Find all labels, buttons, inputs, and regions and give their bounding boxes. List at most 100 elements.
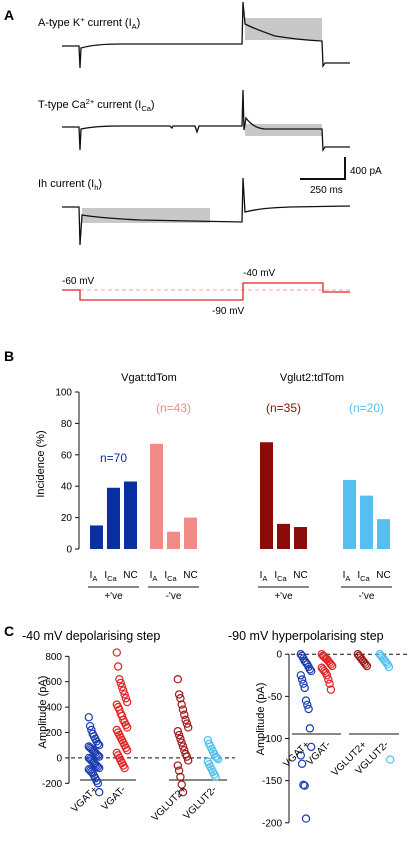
bar-1-1-1: [360, 495, 373, 549]
scatter-point: [174, 730, 184, 740]
scatter-point: [305, 665, 315, 674]
scatter-point: [183, 723, 193, 732]
scatter-point: [178, 787, 188, 797]
scatter-point: [326, 685, 336, 694]
protocol-depol-label: -40 mV: [243, 268, 276, 279]
scatter-point: [173, 675, 182, 684]
scatter-point: [121, 694, 131, 703]
depolarising-scatter-plot: -200 0 200 400 600 800 VGAT+ VGAT- VGLUT2+VGLUT2…: [42, 648, 235, 824]
panel-c-letter: C: [4, 623, 14, 639]
scatter-point: [94, 752, 104, 761]
scatter-point: [122, 697, 132, 707]
scatter-y-tick-label: 0: [276, 650, 282, 661]
protocol-hold-label: -60 mV: [62, 276, 95, 287]
scatter-point: [320, 666, 329, 676]
scatter-group-label: VGLUT2+: [150, 784, 190, 824]
scatter-point: [296, 751, 305, 760]
ia-analysis-window: [245, 18, 322, 40]
scatter-point: [307, 666, 316, 676]
scatter-point: [93, 762, 103, 772]
scatter-point: [173, 727, 182, 736]
scatter-point: [116, 678, 125, 688]
bar-category-label: IA: [90, 570, 98, 583]
bar-category-label: NC: [123, 570, 137, 581]
ih-analysis-window: [82, 208, 210, 223]
bar-category-label: IA: [260, 570, 268, 583]
scatter-point: [212, 753, 222, 763]
bar-1-1-2: [377, 519, 390, 549]
bar-category-label: ICa: [104, 570, 117, 583]
bar-0-1-1: [167, 531, 180, 549]
scatter-point: [325, 679, 334, 688]
panel-b-y-tick-label: 60: [61, 450, 73, 461]
bar-0-0-2: [124, 481, 137, 549]
trace-label-ih: Ih current (Ih): [38, 178, 102, 192]
scatter-point: [122, 746, 132, 755]
group-sign-label: -'ve: [166, 591, 182, 602]
bar-category-label: NC: [376, 570, 390, 581]
scatter-point: [299, 679, 308, 688]
scatter-point: [122, 723, 132, 732]
scatter-point: [211, 772, 220, 782]
scatter-point: [174, 766, 184, 775]
scatter-point: [92, 761, 101, 770]
scatter-point: [93, 751, 103, 760]
scatter-y-tick-label: -100: [262, 734, 282, 745]
panel-b-y-tick-label: 20: [61, 513, 73, 524]
scale-bar: [300, 157, 346, 180]
sample-size-label: (n=43): [156, 401, 191, 415]
scatter-point: [303, 700, 312, 709]
scatter-point: [113, 662, 123, 671]
bar-category-label: IA: [343, 570, 351, 583]
scatter-point: [181, 715, 190, 725]
scatter-point: [117, 682, 127, 692]
scatter-point: [301, 658, 311, 667]
scatter-point: [92, 749, 101, 759]
scatter-y-tick-label: -200: [42, 779, 62, 790]
scatter-point: [174, 690, 184, 699]
panel-a-letter: A: [4, 7, 14, 23]
scatter-point: [176, 734, 185, 744]
hyperpolarising-step-title: -90 mV hyperpolarising step: [228, 629, 384, 643]
scatter-point: [300, 781, 309, 790]
scatter-point: [305, 724, 315, 733]
scatter-point: [296, 650, 305, 659]
scatter-point: [299, 780, 308, 790]
scatter-point: [328, 661, 337, 671]
bar-category-label: IA: [150, 570, 158, 583]
scatter-point: [301, 696, 311, 705]
panel-c-right-ylabel: Amplitude (pA): [255, 683, 267, 756]
sample-size-label: (n=35): [266, 401, 301, 415]
scatter-y-tick-label: 400: [45, 703, 62, 714]
scatter-group-label: VGAT+: [281, 739, 312, 770]
scatter-point: [384, 662, 394, 672]
scatter-point: [93, 739, 103, 749]
scatter-point: [173, 761, 182, 770]
scatter-point: [112, 648, 122, 657]
panel-b-ylabel: Incidence (%): [35, 430, 47, 497]
scatter-point: [120, 763, 129, 773]
ica-trace: [62, 89, 350, 153]
scatter-point: [297, 759, 307, 768]
scatter-point: [120, 690, 129, 699]
scatter-point: [119, 686, 128, 695]
scatter-point: [213, 754, 223, 764]
scatter-y-tick-label: 800: [45, 652, 62, 663]
trace-label-ia: A-type K+ current (IA): [38, 15, 140, 31]
scatter-point: [180, 710, 189, 719]
scatter-group-label: VGAT-: [100, 784, 128, 812]
scatter-point: [176, 694, 185, 703]
scatter-point: [84, 713, 94, 722]
scatter-point: [382, 658, 391, 667]
panel-b-y-tick-label: 40: [61, 482, 73, 493]
bar-0-1-2: [184, 517, 197, 549]
bar-1-1-0: [343, 479, 356, 549]
protocol-hyper-label: -90 mV: [212, 306, 245, 317]
scatter-point: [178, 742, 188, 751]
scatter-y-tick-label: -200: [262, 818, 282, 829]
panel-c-left-ylabel: Amplitude (pA): [37, 676, 49, 749]
ia-trace: [62, 1, 350, 69]
panel-b-letter: B: [4, 348, 14, 364]
